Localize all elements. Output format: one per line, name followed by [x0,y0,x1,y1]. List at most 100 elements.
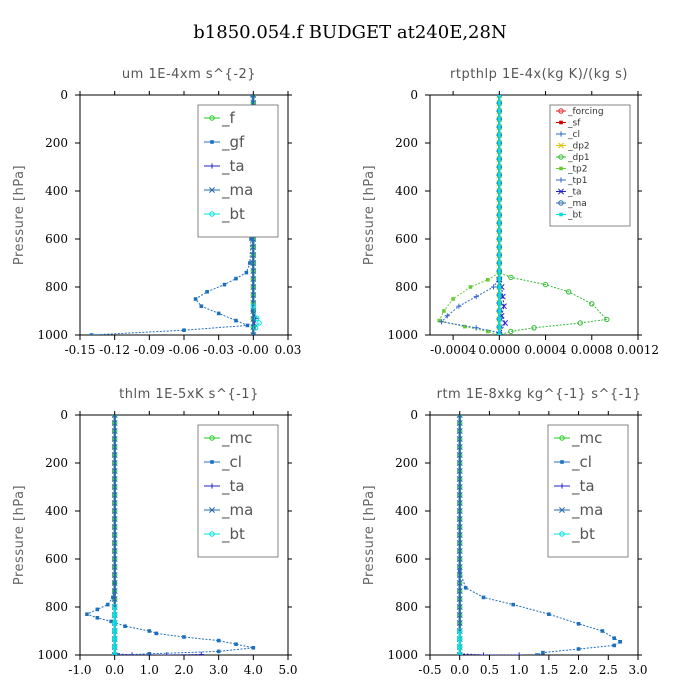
y-tick-label: 200 [395,136,418,150]
data-point [456,460,463,466]
data-point [147,629,152,633]
data-point [209,435,215,441]
legend-label: _ta [221,157,245,176]
data-point [111,644,118,650]
data-point [85,612,89,616]
data-point [116,653,120,655]
data-point [438,319,445,325]
data-point [111,572,118,578]
x-tick-label: 2.0 [569,663,588,677]
y-tick-label: 1000 [37,328,68,342]
data-point [559,483,565,489]
x-tick-label: 4.0 [244,663,263,677]
legend: _mc _cl _ta _ma _bt [547,424,629,558]
series-line [114,653,202,655]
data-point [249,237,253,241]
data-point [577,320,583,326]
data-point [250,284,257,290]
data-point [497,333,502,335]
legend: _forcing _sf_cl _dp2_dp1 _tp2_tp1 _ta_ma _bt [549,104,631,227]
data-point [565,289,572,295]
data-point [497,149,502,153]
data-point [216,311,221,316]
data-point [497,317,502,321]
y-tick-label: 400 [45,184,68,198]
data-point [111,460,118,466]
y-tick-label: 800 [395,280,418,294]
series-line [440,277,500,334]
data-point [111,524,118,530]
legend-label: _ma [571,501,603,520]
y-tick-label: 0 [410,88,418,102]
data-point [497,269,502,273]
legend-label: _tp1 [567,176,587,186]
data-point [485,278,490,282]
data-point [456,532,463,538]
x-tick-label: -0.03 [203,343,234,357]
data-point [473,325,479,331]
data-point [600,629,605,633]
legend-item: _forcing [556,107,604,117]
x-tick-label: 0.0 [105,663,124,677]
legend-item: _ma [556,199,587,209]
x-tick-label: 0.0012 [617,343,659,357]
legend-label: _bt [567,211,582,221]
data-point [456,415,463,418]
data-point [205,290,209,294]
data-point [209,115,215,121]
data-point [535,653,539,655]
data-point [89,333,94,335]
data-point [497,245,502,249]
data-point [154,631,159,636]
data-point [456,556,463,562]
data-point [497,277,502,281]
data-point [604,316,610,323]
data-point [234,318,238,323]
data-point [457,644,463,650]
data-point [111,548,118,554]
data-point [250,303,257,309]
y-tick-label: 200 [45,136,68,150]
series-line [438,95,500,335]
data-point [111,468,118,474]
data-point [456,604,463,610]
y-tick-label: 800 [45,600,68,614]
data-point [473,294,479,300]
data-point [222,282,227,287]
legend-item: _f [204,109,236,128]
legend-item: _sf [556,119,581,129]
legend-item: _cl [556,130,580,140]
data-point [497,197,502,201]
x-tick-label: -0.06 [169,343,200,357]
y-tick-label: 1000 [387,648,418,662]
data-point [576,622,581,626]
data-point [511,602,515,607]
data-point [541,650,545,655]
data-point [111,580,118,586]
legend-label: _bt [221,205,245,224]
data-point [502,320,509,326]
data-point [111,508,118,514]
legend-label: _cl [567,130,580,140]
data-point [456,444,463,450]
data-point [456,500,463,506]
panel-title: rtm 1E-8xkg kg^{-1} s^{-1} [437,387,642,402]
data-point [250,332,257,335]
data-point [508,274,514,281]
data-point [457,628,463,634]
data-point [250,292,257,298]
data-point [497,229,502,233]
legend-label: _dp1 [567,153,590,163]
data-point [210,140,214,144]
data-point [497,173,502,177]
data-point [612,643,617,648]
legend-label: _forcing [567,107,604,117]
legend-label: _mc [571,429,602,448]
y-tick-label: 0 [60,88,68,102]
y-tick-label: 200 [395,456,418,470]
data-point [254,315,260,321]
data-point [497,309,502,313]
chart-rtm: rtm 1E-8xkg kg^{-1} s^{-1} Pressure [hPa]… [362,387,648,677]
legend-box [197,424,279,558]
data-point [558,177,564,183]
